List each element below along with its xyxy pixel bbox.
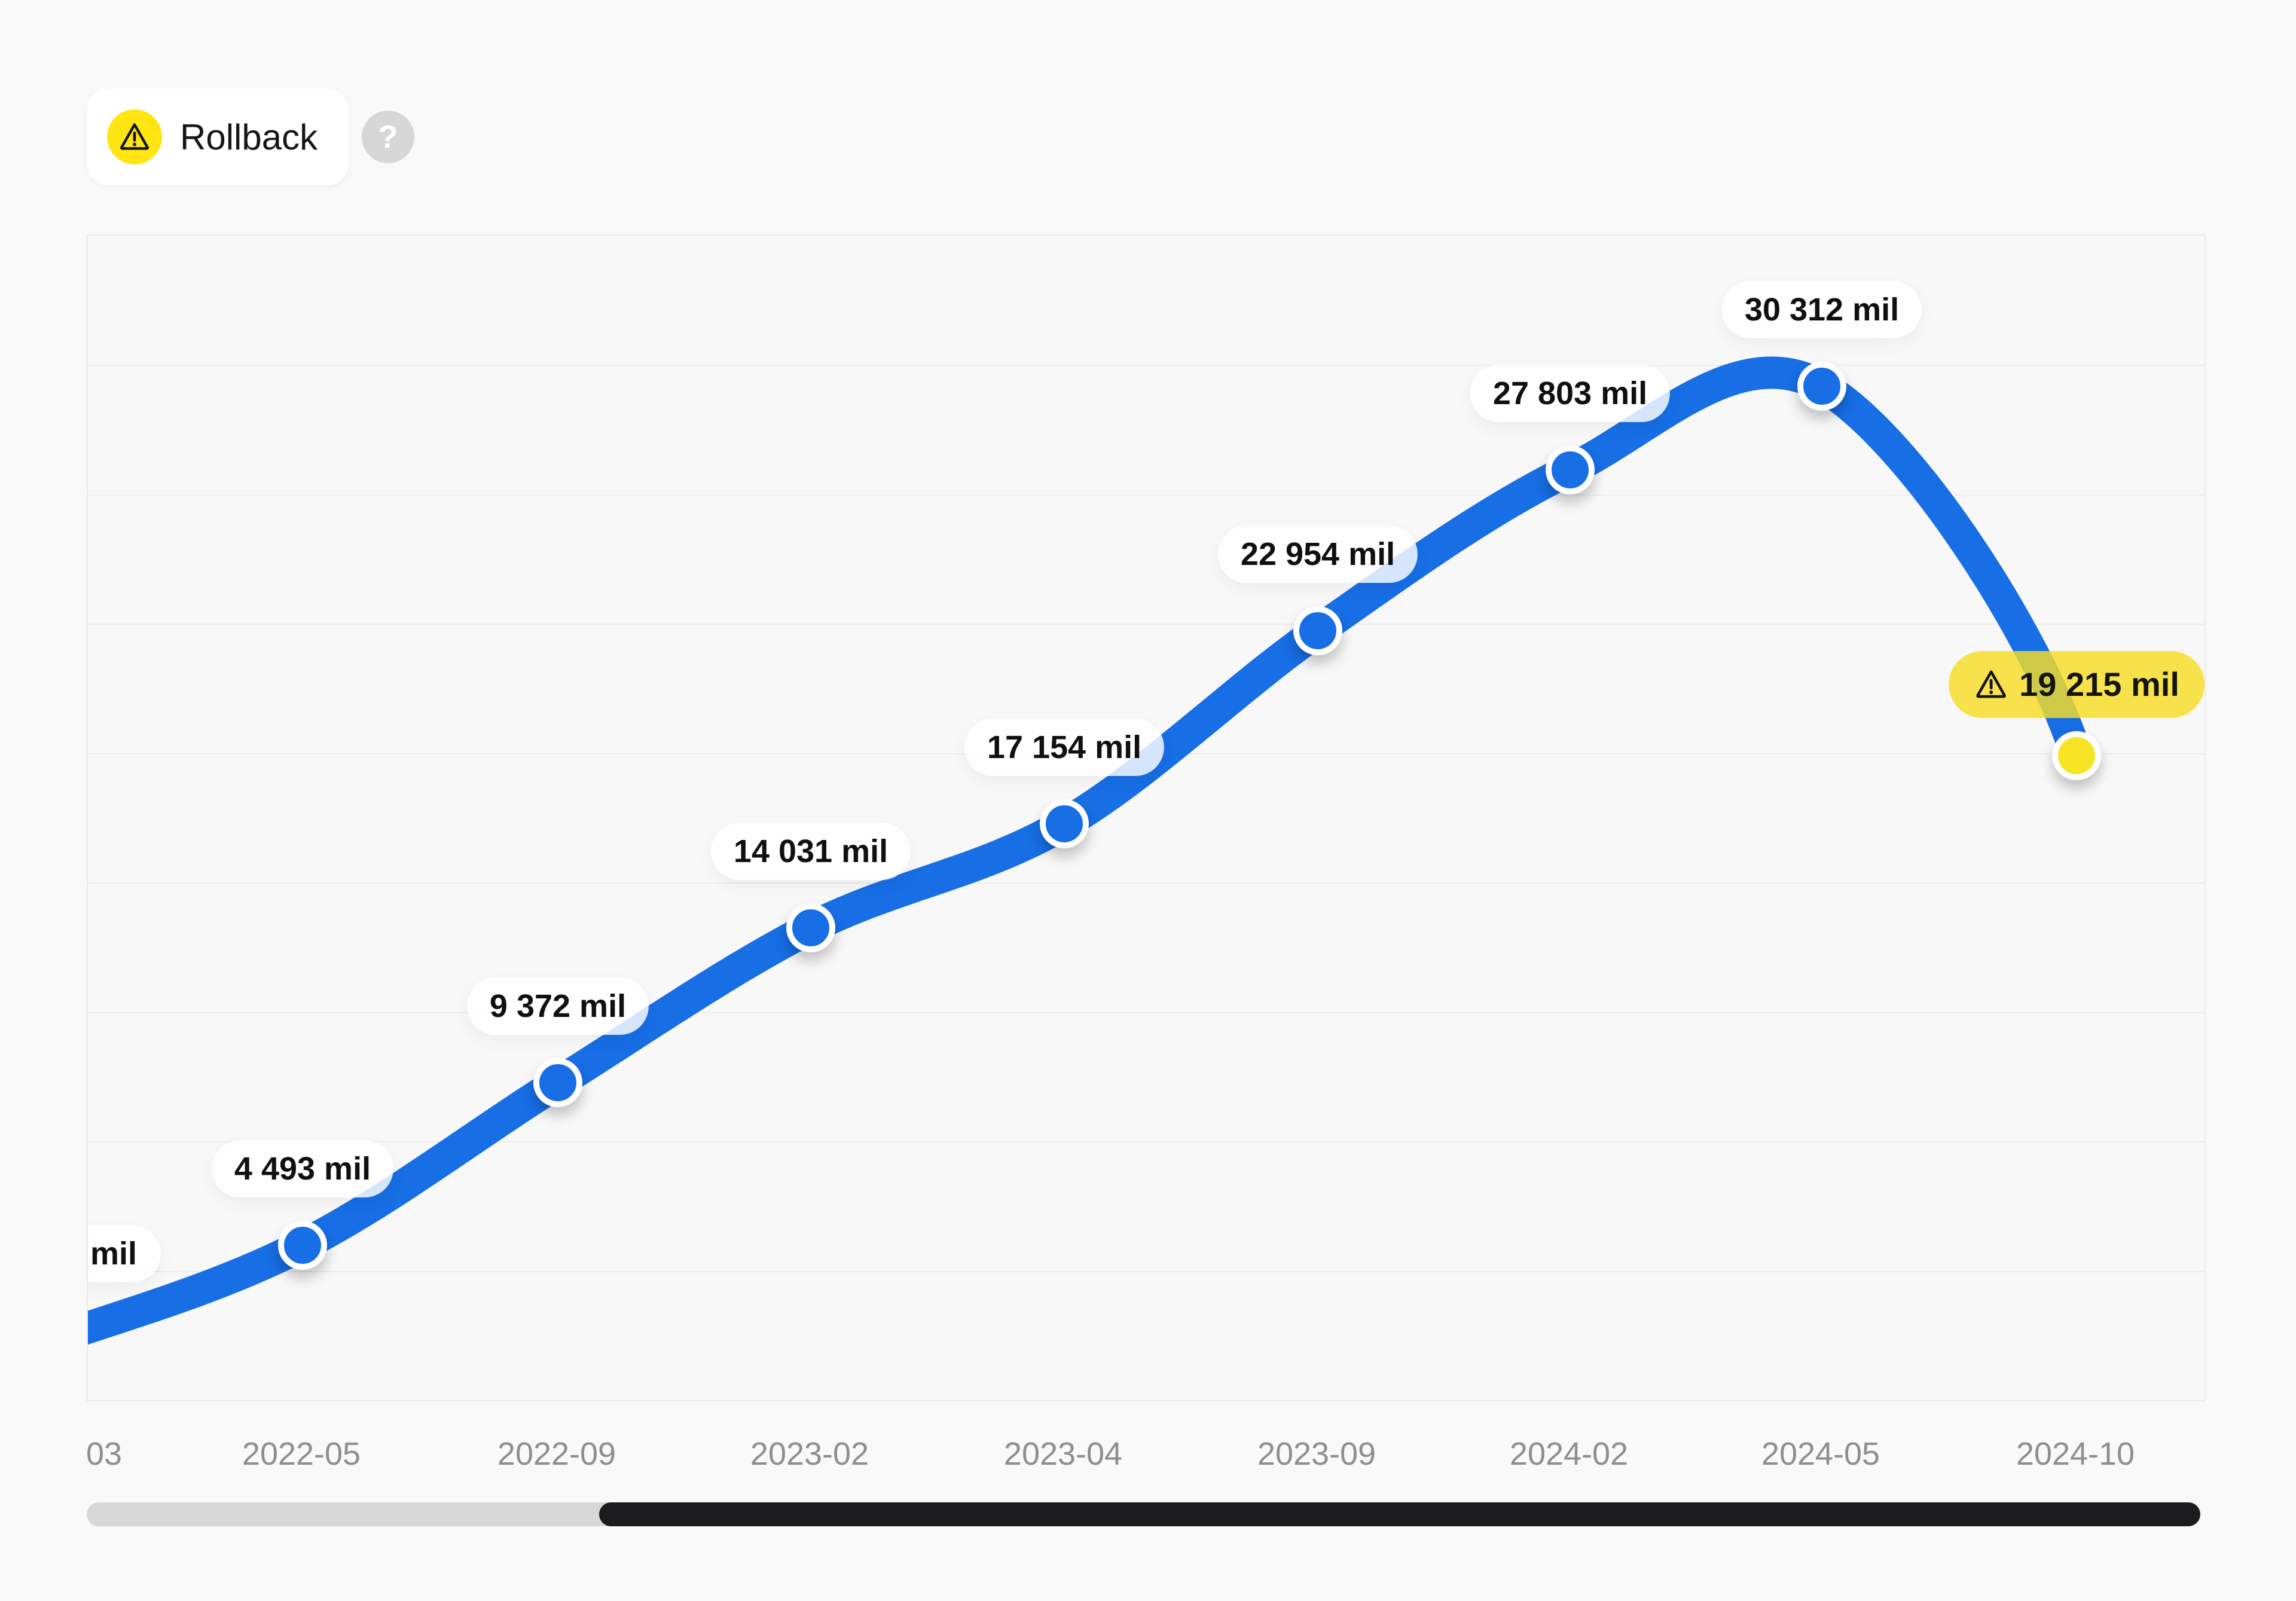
rollback-label: Rollback <box>180 117 318 157</box>
data-point-marker[interactable] <box>533 1058 582 1108</box>
rollback-value-label: 19 215 mil <box>2019 665 2179 704</box>
gridline <box>88 494 2205 496</box>
warning-triangle-icon <box>120 123 149 150</box>
data-point-marker-warning[interactable] <box>2052 731 2101 780</box>
data-point-marker[interactable] <box>786 903 835 953</box>
rollback-value-badge: 19 215 mil <box>1949 650 2205 718</box>
data-point-marker[interactable] <box>278 1220 327 1270</box>
value-label: 27 803 mil <box>1470 364 1671 422</box>
x-tick-label: 2023-04 <box>1003 1436 1123 1472</box>
x-tick-label: 2024-10 <box>2016 1436 2135 1472</box>
x-tick-label: 2024-02 <box>1509 1436 1629 1472</box>
data-point-marker[interactable] <box>1293 606 1342 656</box>
gridline <box>88 882 2205 884</box>
help-button[interactable]: ? <box>362 111 414 163</box>
gridline <box>88 365 2205 366</box>
data-point-marker[interactable] <box>1040 799 1089 849</box>
value-label-clipped: mil <box>88 1225 161 1282</box>
value-label: 22 954 mil <box>1217 525 1418 583</box>
rollback-chip[interactable]: Rollback <box>87 88 349 185</box>
gridline <box>88 1271 2205 1272</box>
value-label: 30 312 mil <box>1721 280 1922 338</box>
gridline <box>88 1141 2205 1142</box>
chart-scrollbar-thumb[interactable] <box>599 1502 2200 1526</box>
x-axis: 2022-03 2022-05 2022-09 2023-02 2023-04 2023-… <box>87 1418 2203 1490</box>
data-point-marker[interactable] <box>1546 445 1595 494</box>
x-tick-label: 2022-05 <box>242 1436 361 1472</box>
data-point-marker[interactable] <box>1797 361 1846 411</box>
trend-line <box>88 356 2093 1345</box>
chart-plot-area[interactable]: mil 4 493 mil 9 372 mil 14 031 mil 17 154 mi… <box>87 234 2206 1401</box>
value-label: 9 372 mil <box>466 977 649 1035</box>
chart-scrollbar-track[interactable] <box>87 1502 2200 1526</box>
value-label: 14 031 mil <box>710 823 911 881</box>
warning-circle <box>107 109 162 164</box>
value-label: 4 493 mil <box>211 1139 394 1197</box>
x-tick-label: 2022-03 <box>87 1436 123 1472</box>
x-tick-label: 2022-09 <box>497 1436 616 1472</box>
x-tick-label: 2023-09 <box>1257 1436 1376 1472</box>
x-tick-label: 2024-05 <box>1761 1436 1880 1472</box>
x-tick-label: 2023-02 <box>750 1436 869 1472</box>
warning-triangle-icon <box>1976 670 2006 698</box>
gridline <box>88 1012 2205 1013</box>
value-label: 17 154 mil <box>964 719 1165 777</box>
trend-line-path <box>88 356 2093 1345</box>
question-mark-icon: ? <box>378 119 398 155</box>
gridline <box>88 624 2205 625</box>
